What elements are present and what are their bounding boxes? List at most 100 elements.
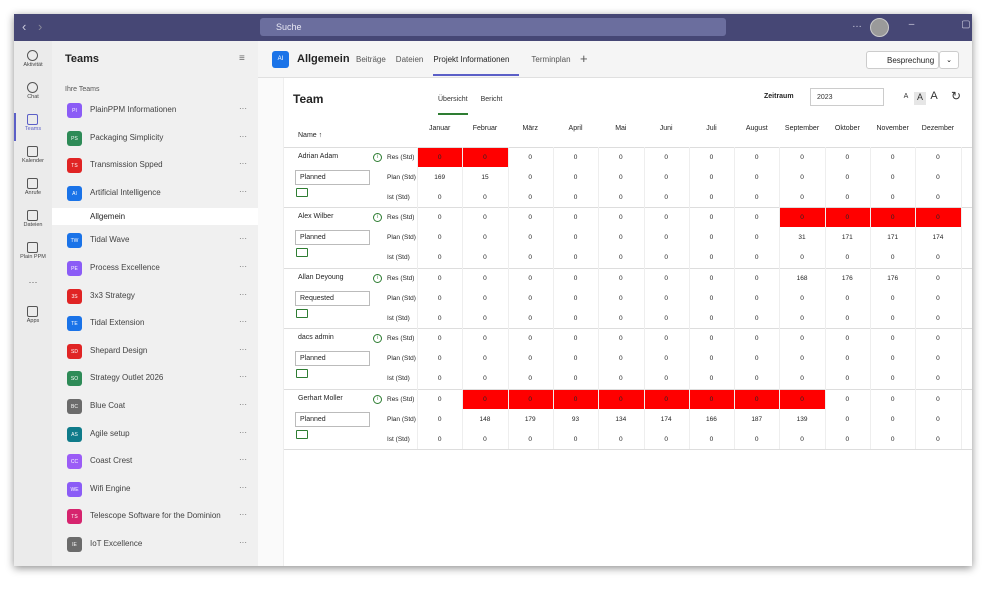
comment-icon[interactable] (296, 429, 308, 439)
rail-icon[interactable] (27, 210, 38, 221)
rail-icon[interactable] (27, 146, 38, 157)
team-more[interactable]: ··· (239, 317, 247, 327)
team-name[interactable]: 3x3 Strategy (90, 290, 135, 300)
cell-value: 0 (483, 435, 487, 443)
rail-more[interactable]: ··· (28, 277, 38, 287)
team-avatar: TE (67, 316, 82, 332)
team-more[interactable]: ··· (239, 344, 247, 354)
team-more[interactable]: ··· (239, 455, 247, 465)
month-header: Mai (615, 125, 627, 132)
meeting-dropdown[interactable]: ⌄ (939, 51, 959, 69)
team-more[interactable]: ··· (239, 510, 247, 520)
font-size-button[interactable]: A (903, 93, 909, 100)
cell-value: 0 (619, 335, 623, 343)
rail-icon[interactable] (27, 50, 38, 61)
team-name[interactable]: Coast Crest (90, 456, 133, 466)
filter-icon[interactable]: ≡ (239, 53, 245, 64)
info-icon[interactable]: i (373, 213, 382, 223)
team-name[interactable]: Blue Coat (90, 401, 126, 410)
comment-icon[interactable] (296, 369, 308, 379)
icon-strip (258, 78, 284, 566)
team-more[interactable]: ··· (239, 104, 247, 113)
cell-value: 0 (619, 314, 623, 322)
rail-icon[interactable] (27, 242, 38, 253)
meeting-button[interactable]: Besprechung (866, 51, 939, 69)
status-select[interactable]: Planned (295, 170, 370, 185)
status-select[interactable]: Requested (295, 290, 370, 306)
team-more[interactable]: ··· (239, 372, 247, 382)
team-more[interactable]: ··· (239, 400, 247, 409)
rail-icon[interactable] (27, 82, 38, 93)
team-name[interactable]: IoT Excellence (90, 539, 143, 548)
window-controls[interactable]: … ‒ ▢ ✕ (852, 19, 1000, 30)
team-more[interactable]: ··· (239, 482, 247, 492)
team-more[interactable]: ··· (239, 289, 247, 299)
comment-icon[interactable] (296, 308, 308, 318)
search-box[interactable]: Suche (260, 18, 726, 36)
rail-label[interactable]: Anrufe (24, 190, 42, 196)
team-more[interactable]: ··· (239, 427, 247, 437)
status-select[interactable]: Planned (295, 411, 370, 427)
comment-icon[interactable] (296, 188, 308, 197)
team-more[interactable]: ··· (239, 159, 247, 169)
cell-value: 174 (932, 234, 944, 242)
rail-label[interactable]: Chat (27, 94, 39, 100)
team-name[interactable]: PlainPPM Informationen (90, 105, 177, 114)
content-tab[interactable]: Bericht (480, 96, 503, 103)
rail-label[interactable]: Kalender (21, 158, 45, 164)
team-more[interactable]: ··· (239, 131, 247, 141)
team-name[interactable]: Artificial Intelligence (90, 187, 161, 197)
team-name[interactable]: Transmission Spped (90, 160, 163, 170)
cell-value: 0 (664, 335, 668, 343)
team-name[interactable]: Process Excellence (90, 263, 160, 272)
back-arrow[interactable]: ‹ (22, 19, 27, 34)
column-divider (643, 147, 645, 208)
header-tab[interactable]: Beiträge (356, 55, 386, 64)
column-divider (688, 147, 690, 208)
forward-arrow[interactable]: › (38, 19, 43, 34)
rail-icon[interactable] (27, 306, 38, 317)
rail-icon[interactable] (27, 178, 38, 189)
team-more[interactable]: ··· (239, 262, 247, 271)
font-size-button[interactable]: A (930, 90, 938, 102)
rail-label[interactable]: Apps (26, 318, 40, 324)
team-name[interactable]: Shepard Design (90, 345, 148, 355)
content-tab[interactable]: Übersicht (438, 96, 468, 103)
status-select[interactable]: Planned (295, 351, 370, 367)
info-icon[interactable]: i (373, 273, 382, 283)
cell-value: 168 (796, 274, 808, 282)
rail-icon[interactable] (27, 114, 38, 125)
cell-value: 0 (754, 254, 759, 262)
status-select[interactable]: Planned (295, 230, 370, 246)
team-name[interactable]: Packaging Simplicity (90, 132, 164, 142)
team-name[interactable]: Strategy Outlet 2026 (90, 373, 164, 383)
header-tab[interactable]: Terminplan (531, 55, 571, 64)
team-name[interactable]: Wifi Engine (90, 483, 131, 493)
info-icon[interactable]: i (373, 394, 382, 404)
column-divider (417, 267, 418, 329)
refresh-icon[interactable]: ↻ (951, 89, 962, 103)
info-icon[interactable]: i (373, 153, 382, 162)
channel-name[interactable]: Allgemein (90, 212, 126, 222)
team-more[interactable]: ··· (239, 538, 247, 547)
cell-value: 0 (619, 395, 623, 403)
rail-label[interactable]: Dateien (23, 222, 43, 228)
team-name[interactable]: Agile setup (90, 428, 130, 438)
team-name[interactable]: Tidal Wave (90, 235, 130, 245)
year-select[interactable]: 2023 (810, 88, 884, 106)
team-more[interactable]: ··· (239, 234, 247, 244)
comment-icon[interactable] (296, 248, 308, 258)
rail-label[interactable]: Aktivität (23, 62, 43, 68)
rail-label[interactable]: Plain PPM (20, 254, 46, 260)
info-icon[interactable]: i (373, 334, 382, 344)
header-tab[interactable]: Projekt Informationen (433, 55, 510, 64)
add-tab[interactable]: + (580, 51, 588, 66)
header-tab[interactable]: Dateien (395, 55, 424, 64)
team-name[interactable]: Tidal Extension (90, 318, 145, 328)
rail-label[interactable]: Teams (24, 126, 42, 132)
avatar[interactable] (870, 18, 889, 37)
name-header[interactable]: Name ↑ (298, 132, 323, 139)
team-more[interactable]: ··· (239, 186, 247, 196)
team-name[interactable]: Telescope Software for the Dominion (90, 511, 221, 521)
font-size-button[interactable]: A (914, 91, 926, 105)
